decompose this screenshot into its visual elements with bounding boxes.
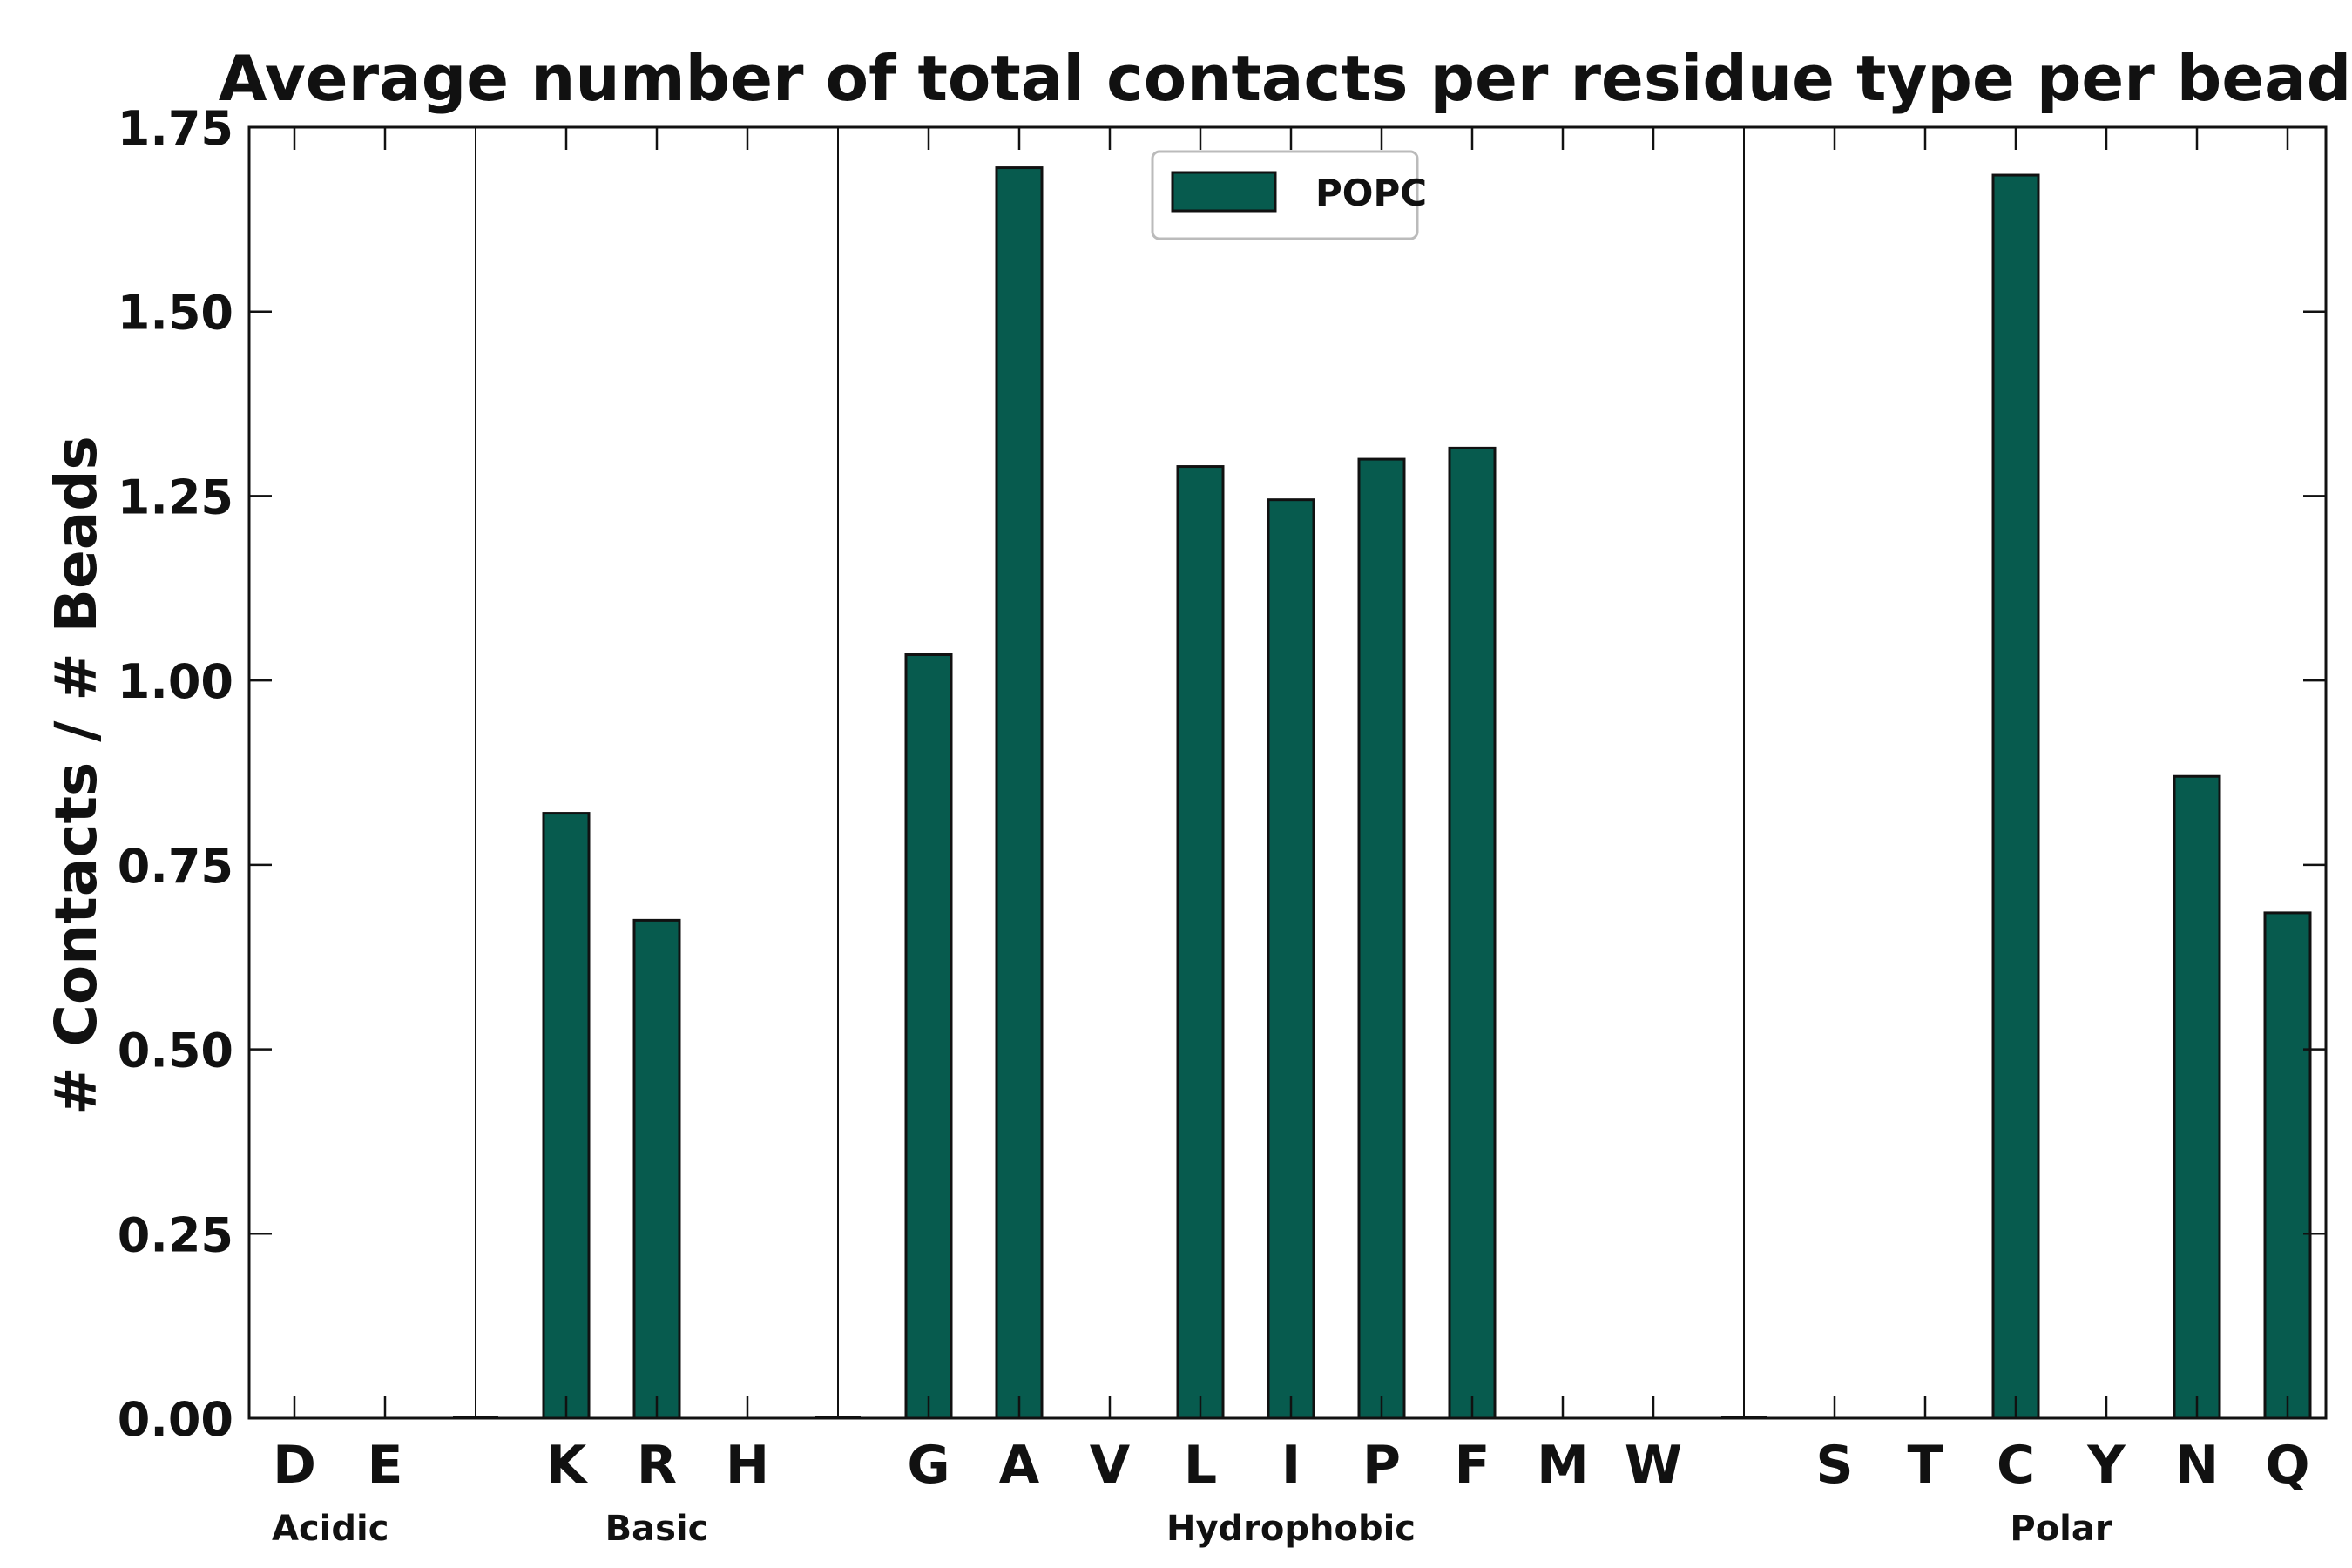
x-tick-label-M: M — [1537, 1435, 1589, 1496]
x-tick-label-D: D — [273, 1435, 316, 1496]
x-tick-label-S: S — [1815, 1435, 1853, 1496]
group-label-basic: Basic — [605, 1509, 709, 1549]
x-tick-label-C: C — [1997, 1435, 2035, 1496]
bar-N — [2173, 774, 2221, 1420]
group-label-hydrophobic: Hydrophobic — [1166, 1509, 1416, 1549]
x-tick-label-L: L — [1184, 1435, 1217, 1496]
y-tick-label-1.75: 1.75 — [118, 101, 233, 156]
x-tick-label-G: G — [907, 1435, 950, 1496]
plot-frame — [247, 125, 2328, 1420]
group-labels: Acidic Basic Hydrophobic Polar — [272, 1509, 2112, 1549]
x-tick-label-T: T — [1908, 1435, 1943, 1496]
x-tick-label-V: V — [1090, 1435, 1131, 1496]
bar-K — [542, 812, 591, 1420]
y-tick-labels: 0.00 0.25 0.50 0.75 1.00 1.25 1.50 1.75 — [118, 101, 233, 1447]
bar-R — [632, 918, 681, 1420]
x-tick-label-H: H — [726, 1435, 769, 1496]
bar-I — [1267, 498, 1315, 1420]
x-tick-label-A: A — [999, 1435, 1040, 1496]
y-tick-label-0.50: 0.50 — [118, 1024, 233, 1078]
x-tick-label-F: F — [1455, 1435, 1490, 1496]
y-tick-label-1.25: 1.25 — [118, 470, 233, 524]
legend-swatch-popc — [1171, 171, 1277, 213]
x-tick-label-E: E — [368, 1435, 403, 1496]
bar-P — [1357, 457, 1406, 1420]
group-label-polar: Polar — [2010, 1509, 2112, 1549]
x-tick-label-W: W — [1625, 1435, 1682, 1496]
y-tick-label-0.25: 0.25 — [118, 1207, 233, 1262]
x-tick-label-Y: Y — [2086, 1435, 2126, 1496]
x-tick-label-Q: Q — [2265, 1435, 2309, 1496]
chart-title: Average number of total contacts per res… — [219, 42, 2352, 115]
y-tick-label-1.50: 1.50 — [118, 286, 233, 341]
bar-L — [1176, 465, 1225, 1420]
x-tick-label-K: K — [546, 1435, 589, 1496]
bar-F — [1448, 446, 1497, 1420]
legend: POPC — [1151, 150, 1427, 240]
bar-G — [904, 653, 953, 1420]
bars-layer — [542, 166, 2312, 1420]
bar-A — [995, 166, 1044, 1420]
bar-Q — [2263, 911, 2312, 1420]
y-axis-label: # Contacts / # Beads — [43, 436, 110, 1115]
bar-C — [1991, 173, 2040, 1420]
x-tick-label-R: R — [637, 1435, 677, 1496]
y-tick-label-0.75: 0.75 — [118, 839, 233, 894]
group-label-acidic: Acidic — [272, 1509, 389, 1549]
x-tick-label-I: I — [1281, 1435, 1301, 1496]
x-tick-label-P: P — [1362, 1435, 1401, 1496]
legend-label-popc: POPC — [1315, 172, 1427, 214]
y-tick-label-1.00: 1.00 — [118, 654, 233, 709]
y-tick-label-0.00: 0.00 — [118, 1392, 233, 1447]
x-tick-label-N: N — [2175, 1435, 2219, 1496]
